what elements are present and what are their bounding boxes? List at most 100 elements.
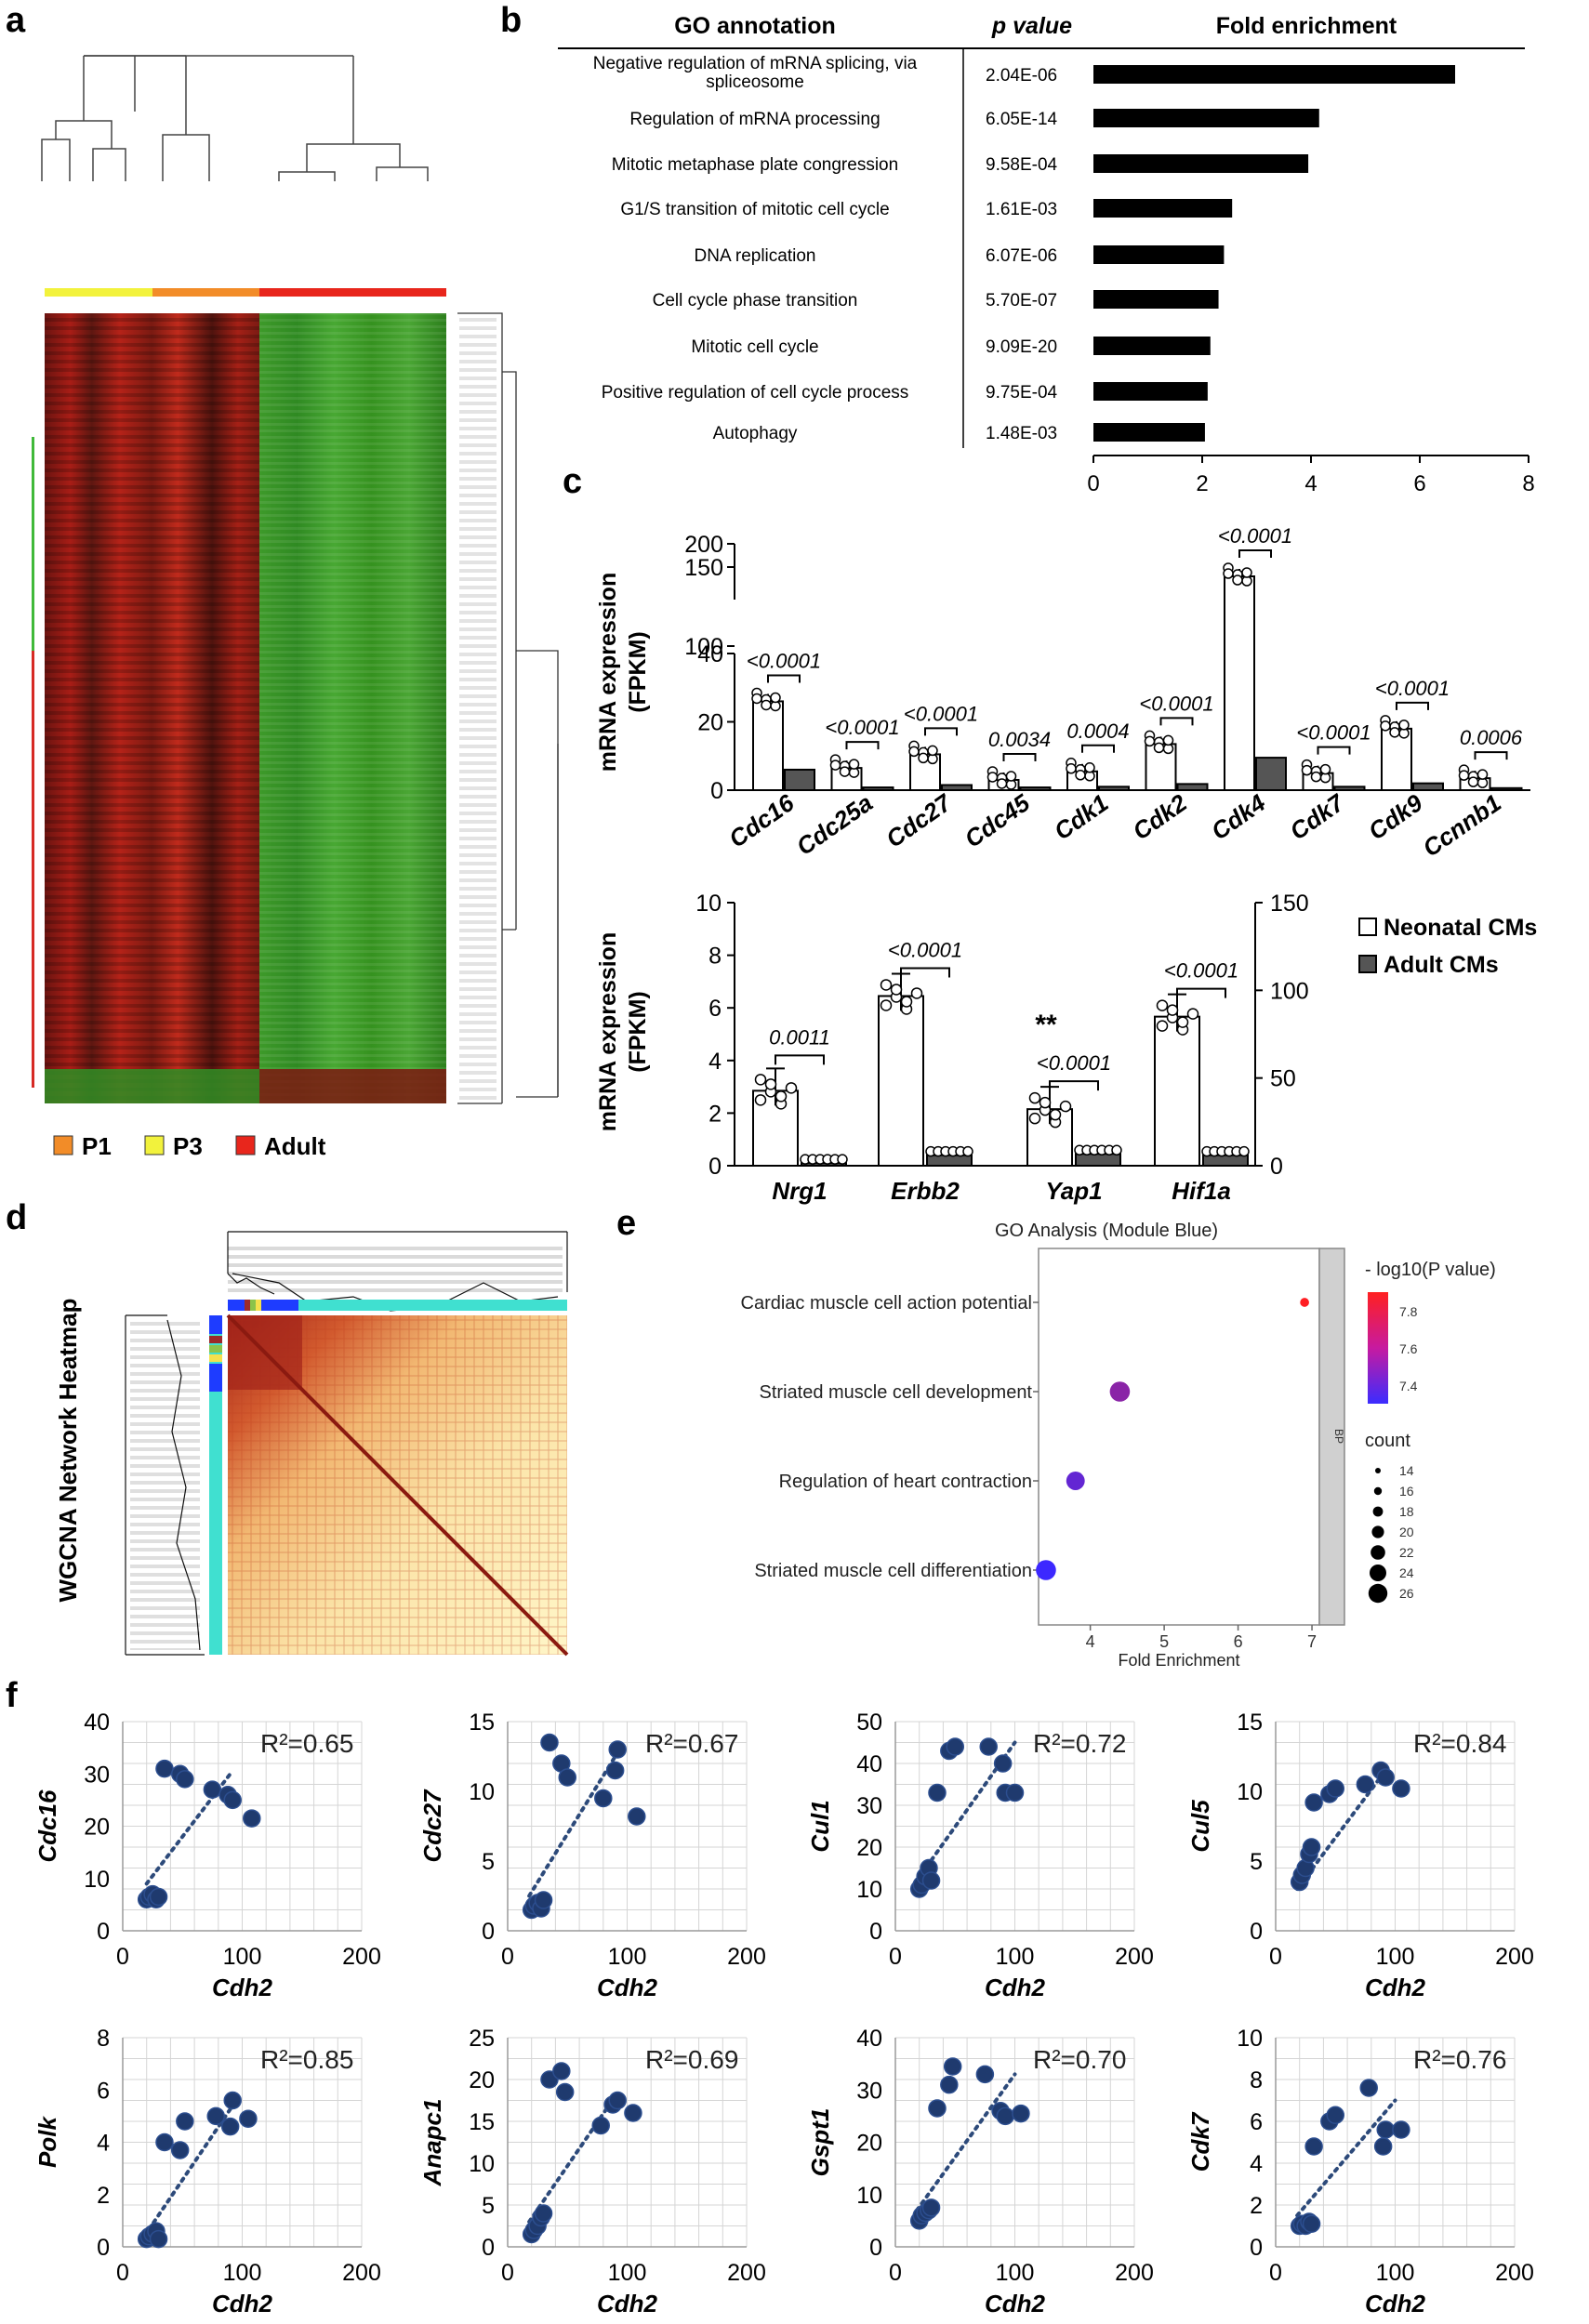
y-tick-label-left: 0	[708, 1154, 722, 1180]
fold-enrichment-bar	[1093, 199, 1233, 218]
y-tick-label: 6	[97, 2078, 110, 2104]
y-tick-label: 10	[1237, 1779, 1263, 1805]
p-value-label: <0.0001	[825, 716, 899, 739]
go-term-pvalue: 2.04E-06	[986, 66, 1057, 86]
fold-enrichment-bar	[1093, 423, 1205, 442]
x-tick-label: 0	[1269, 2260, 1282, 2286]
r-squared-label: R²=0.76	[1413, 2045, 1506, 2074]
panel-label-c: c	[563, 462, 582, 501]
y-tick-label: 5	[482, 2193, 495, 2219]
data-point	[1012, 2104, 1030, 2123]
data-point	[176, 1770, 194, 1789]
data-point	[1398, 720, 1410, 731]
x-axis-label: Cdh2	[1365, 2290, 1426, 2317]
gene-label: Cdc25a	[791, 788, 878, 861]
data-point	[829, 759, 841, 771]
bar-neonatal	[752, 700, 784, 792]
group-bar-p3	[45, 288, 152, 297]
e-strip	[1318, 1248, 1345, 1626]
data-point	[993, 1754, 1013, 1773]
significance-bracket	[775, 1054, 825, 1065]
go-term-pvalue: 9.58E-04	[986, 155, 1058, 175]
data-point	[979, 1737, 998, 1756]
gene-label: Cdc27	[881, 787, 957, 852]
bar-neonatal	[1154, 1015, 1200, 1167]
data-point	[555, 2082, 575, 2102]
significance-bracket	[924, 727, 958, 736]
y-tick-label: 30	[856, 1793, 882, 1819]
x-axis-label: Cdh2	[985, 1974, 1046, 2001]
data-point	[223, 2091, 242, 2110]
e-size-tick-label: 26	[1399, 1586, 1414, 1601]
x-tick-label: 100	[1376, 1944, 1415, 1970]
data-point	[1376, 1768, 1395, 1787]
y-tick-label: 6	[1250, 2109, 1263, 2135]
data-point	[975, 2065, 995, 2084]
y-axis-label: Cdc16	[33, 1789, 61, 1863]
data-point	[900, 996, 913, 1008]
y-tick-label-right: 150	[1270, 891, 1309, 917]
data-point	[1467, 776, 1479, 787]
r-squared-label: R²=0.72	[1033, 1729, 1126, 1758]
data-point	[1373, 2137, 1393, 2156]
e-color-tick-label: 7.8	[1399, 1304, 1418, 1319]
e-size-tick-label: 14	[1399, 1463, 1414, 1478]
y-tick-label: 40	[697, 641, 723, 667]
x-axis-label: Cdh2	[597, 2290, 658, 2317]
x-tick-label: 0	[501, 2260, 514, 2286]
y-tick-label: 0	[869, 2235, 882, 2261]
go-term-label: Mitotic cell cycle	[691, 337, 818, 357]
legend-swatch-p1	[53, 1135, 73, 1155]
e-size-tick-label: 22	[1399, 1545, 1414, 1560]
e-size-tick-label: 24	[1399, 1565, 1414, 1580]
bar-adult	[941, 784, 973, 791]
fold-enrichment-bar	[1093, 245, 1225, 264]
data-point	[1376, 2120, 1395, 2139]
bar-adult	[1202, 1154, 1249, 1168]
x-tick-label: 200	[727, 2260, 766, 2286]
data-point	[1232, 574, 1243, 586]
data-point	[1356, 1775, 1375, 1794]
bar-adult	[1490, 786, 1523, 791]
y-tick-label: 150	[684, 555, 723, 581]
data-point	[1153, 742, 1165, 754]
data-point	[1304, 2137, 1323, 2156]
y-tick-label: 0	[1250, 1919, 1263, 1945]
x-tick-label: 100	[1376, 2260, 1415, 2286]
panel-label-f: f	[6, 1676, 18, 1715]
data-point	[1223, 568, 1234, 579]
gene-label: Nrg1	[772, 1177, 827, 1205]
panel-label-b: b	[500, 1, 522, 40]
e-xlabel: Fold Enrichment	[1118, 1651, 1239, 1670]
c-bottom-ylabel-1: mRNA expression	[595, 932, 621, 1131]
y-tick-label: 0	[482, 1919, 495, 1945]
y-tick-label-left: 10	[695, 891, 722, 917]
data-point	[770, 692, 781, 704]
significance-bracket	[845, 741, 880, 750]
fold-enrichment-bar	[1093, 65, 1456, 84]
x-axis-label: Cdh2	[985, 2290, 1046, 2317]
trend-line	[527, 2094, 617, 2224]
data-point	[837, 1154, 848, 1165]
x-tick-label: 100	[996, 1944, 1035, 1970]
e-term-label: Cardiac muscle cell action potential	[741, 1293, 1033, 1314]
y-tick-label: 30	[84, 1762, 110, 1788]
y-tick-label-right: 50	[1270, 1066, 1296, 1092]
data-point	[534, 2204, 553, 2223]
go-term-label: Autophagy	[713, 424, 798, 443]
data-point	[754, 1074, 767, 1086]
data-point	[943, 2057, 962, 2076]
scatter-plot-cul1: 0 10 20 30 40 50 0 100 200 Cdh2 Cul1 R²=0.72	[806, 1710, 1154, 2001]
gene-label: Cdk7	[1285, 787, 1351, 845]
y-tick-label: 40	[84, 1710, 110, 1736]
go-term-pvalue: 1.48E-03	[986, 424, 1057, 443]
data-point	[1176, 1016, 1189, 1028]
scatter-plot-polk: 0 2 4 6 8 0 100 200 Cdh2 Polk R²=0.85	[33, 2026, 381, 2317]
data-point	[1005, 1783, 1025, 1802]
fold-enrichment-bar	[1093, 382, 1208, 401]
data-point	[1326, 1779, 1344, 1798]
x-tick-label: 100	[223, 2260, 262, 2286]
gene-label: Cdc16	[723, 788, 800, 853]
y-tick-label: 20	[84, 1815, 110, 1841]
legend-label-adult: Adult	[264, 1132, 326, 1160]
